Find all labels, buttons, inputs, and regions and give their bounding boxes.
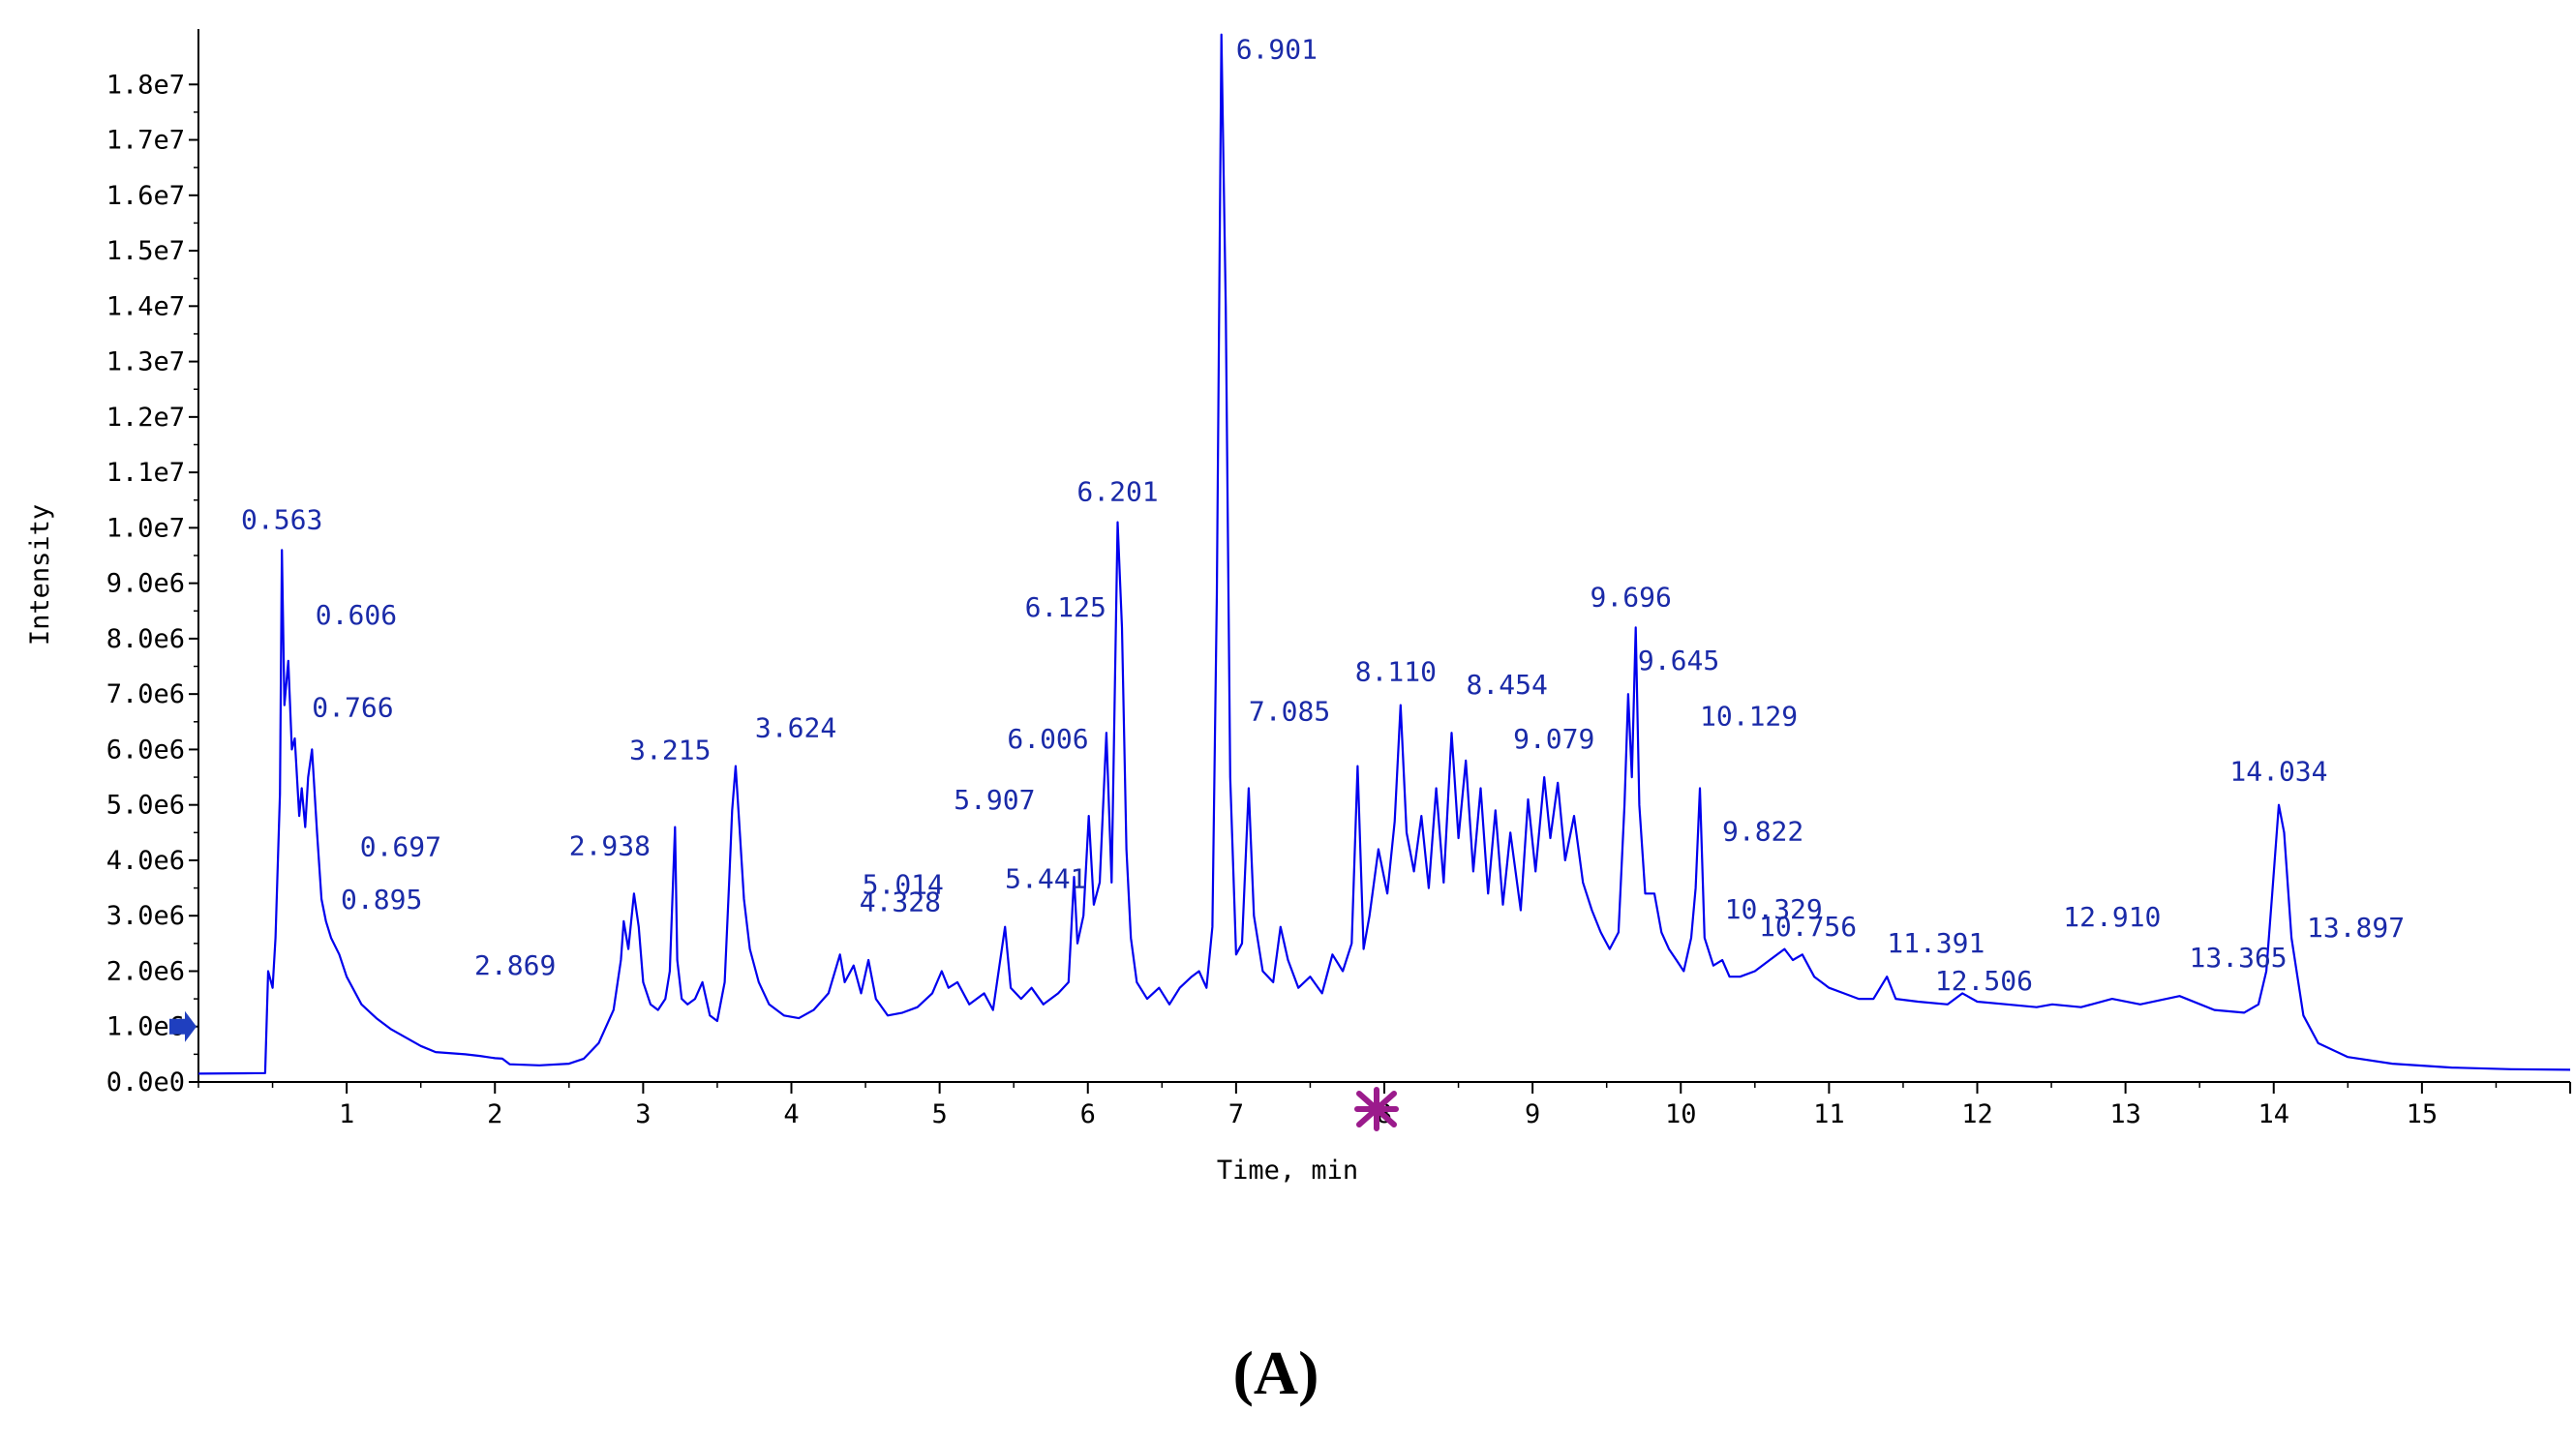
peak-label: 8.110	[1355, 656, 1437, 688]
y-tick-label: 1.3e7	[106, 347, 185, 377]
peak-label: 5.907	[954, 784, 1035, 816]
panel-label: (A)	[1233, 1338, 1319, 1407]
y-tick-label: 6.0e6	[106, 735, 185, 765]
peak-label: 14.034	[2229, 756, 2327, 788]
peak-label: 13.897	[2307, 912, 2405, 944]
peak-annotations: 0.563 0.606 0.766 0.697 0.895 2.869 2.938 3.215…	[241, 34, 2405, 997]
x-tick-label: 13	[2109, 1099, 2141, 1129]
x-tick-label: 11	[1813, 1099, 1845, 1129]
baseline-arrow-shape	[169, 1010, 197, 1042]
x-tick-label: 5	[931, 1099, 947, 1129]
peak-label: 9.645	[1638, 645, 1719, 676]
peak-label: 0.606	[316, 599, 397, 631]
y-tick-label: 7.0e6	[106, 679, 185, 709]
x-tick-label: 14	[2258, 1099, 2289, 1129]
x-tick-label: 7	[1228, 1099, 1244, 1129]
peak-label: 9.822	[1722, 815, 1803, 847]
y-tick-label: 1.6e7	[106, 181, 185, 211]
y-tick-label: 1.4e7	[106, 291, 185, 321]
x-tick-label: 10	[1665, 1099, 1697, 1129]
y-tick-label: 2.0e6	[106, 956, 185, 986]
peak-label: 0.697	[360, 831, 441, 863]
peak-label: 6.201	[1076, 476, 1158, 508]
y-tick-label: 1.0e7	[106, 513, 185, 543]
peak-label: 10.756	[1759, 911, 1857, 943]
y-tick-label: 3.0e6	[106, 901, 185, 931]
scroll-marker-shape	[1354, 1087, 1399, 1131]
peak-label: 13.365	[2190, 942, 2288, 974]
x-tick-label: 15	[2407, 1099, 2439, 1129]
x-tick-label: 12	[1961, 1099, 1993, 1129]
y-tick-label: 1.8e7	[106, 70, 185, 100]
series-group	[197, 33, 2571, 1075]
peak-label: 0.563	[241, 503, 322, 535]
peak-label: 11.391	[1887, 927, 1985, 959]
peak-label: 2.938	[569, 829, 651, 861]
y-tick-label: 8.0e6	[106, 624, 185, 654]
peak-label: 10.329	[1725, 893, 1823, 925]
peak-label: 8.454	[1467, 669, 1548, 701]
x-tick-label: 1	[339, 1099, 354, 1129]
y-tick-label: 1.2e7	[106, 403, 185, 433]
peak-label: 2.869	[474, 949, 556, 981]
peak-label: 10.129	[1700, 701, 1798, 733]
peak-label: 12.506	[1935, 965, 2033, 997]
y-tick-label: 5.0e6	[106, 791, 185, 821]
x-axis-title: Time, min	[1217, 1156, 1358, 1186]
peak-label: 9.079	[1513, 723, 1594, 755]
peak-label: 3.215	[629, 735, 711, 766]
series-line	[197, 33, 2571, 1075]
x-tick-label: 3	[635, 1099, 651, 1129]
y-tick-label: 9.0e6	[106, 569, 185, 599]
peak-label: 12.910	[2063, 901, 2161, 933]
x-tick-label: 6	[1080, 1099, 1096, 1129]
peak-label: 5.014	[863, 868, 944, 900]
y-tick-label: 0.0e0	[106, 1067, 185, 1097]
y-tick-label: 1.1e7	[106, 458, 185, 488]
peak-label: 6.901	[1236, 34, 1318, 66]
peak-label: 6.006	[1007, 723, 1088, 755]
x-tick-label: 9	[1525, 1099, 1540, 1129]
peak-label: 5.441	[1005, 863, 1086, 895]
peak-label: 0.766	[312, 691, 393, 723]
peak-label: 9.696	[1591, 581, 1672, 613]
peak-label: 4.328	[860, 886, 941, 917]
axes: 0.0e01.0e62.0e63.0e64.0e65.0e66.0e67.0e6…	[106, 29, 2571, 1129]
peak-label: 7.085	[1249, 696, 1330, 728]
y-tick-label: 1.7e7	[106, 126, 185, 156]
scroll-marker-icon[interactable]	[1354, 1087, 1399, 1131]
peak-label: 0.895	[341, 884, 422, 916]
y-tick-label: 1.5e7	[106, 236, 185, 266]
y-tick-label: 4.0e6	[106, 846, 185, 876]
baseline-arrow-icon[interactable]	[169, 1010, 197, 1042]
x-tick-label: 4	[783, 1099, 799, 1129]
y-ticks: 0.0e01.0e62.0e63.0e64.0e65.0e66.0e67.0e6…	[106, 70, 198, 1097]
peak-label: 6.125	[1025, 591, 1106, 623]
peak-label: 3.624	[755, 712, 836, 744]
y-axis-title: Intensity	[25, 504, 55, 646]
x-tick-label: 2	[487, 1099, 502, 1129]
